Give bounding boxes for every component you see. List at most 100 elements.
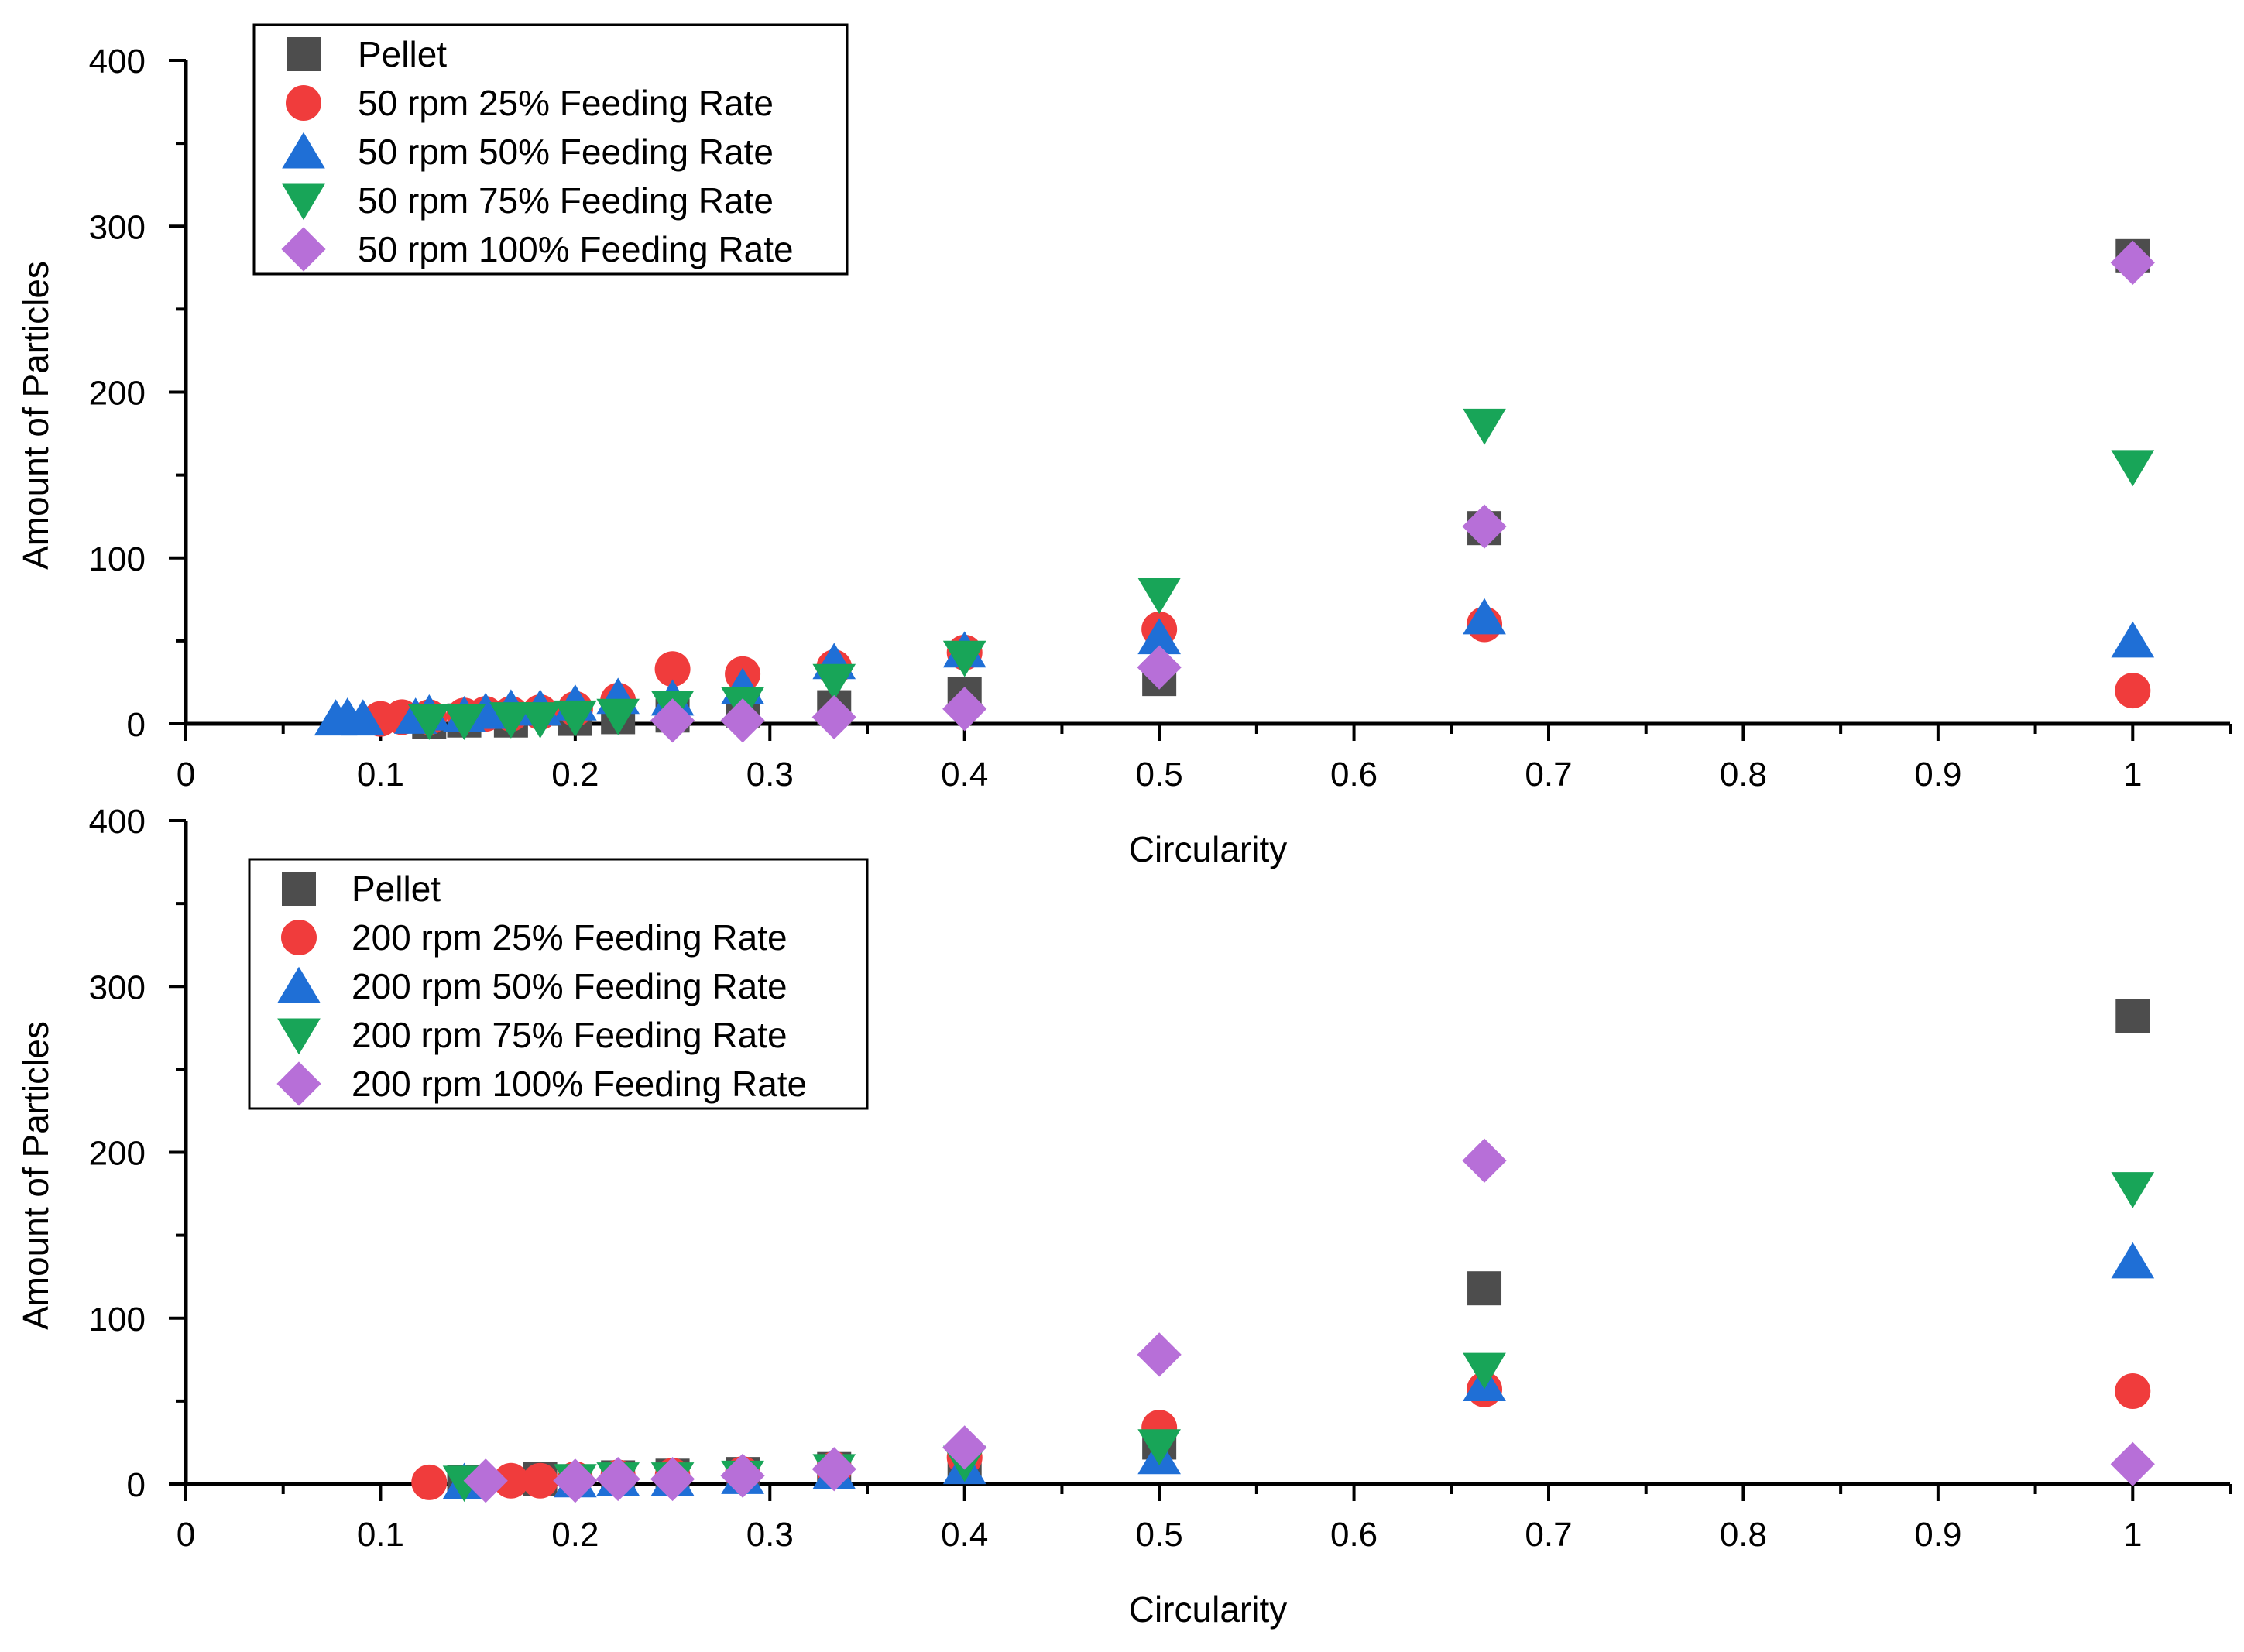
y-axis-label: Amount of Particles	[15, 261, 56, 570]
x-tick-label: 1	[2123, 1516, 2142, 1554]
legend-entry-label: Pellet	[358, 34, 447, 74]
data-point	[1137, 578, 1181, 615]
legend-marker	[277, 1018, 321, 1055]
x-tick-label: 0.6	[1330, 1516, 1378, 1554]
x-tick-label: 0.1	[357, 756, 404, 793]
data-point	[2110, 240, 2155, 285]
legend-entry-label: 200 rpm 25% Feeding Rate	[352, 917, 787, 958]
legend-entry-label: 50 rpm 75% Feeding Rate	[358, 180, 774, 221]
data-point	[2111, 1172, 2155, 1208]
x-axis-label: Circularity	[1129, 1589, 1287, 1630]
data-point	[1463, 598, 1506, 635]
legend-entry-label: 200 rpm 75% Feeding Rate	[352, 1015, 787, 1055]
x-tick-label: 0.6	[1330, 756, 1378, 793]
x-tick-label: 1	[2123, 756, 2142, 793]
data-point	[811, 1447, 856, 1492]
data-point	[2111, 1242, 2155, 1279]
data-point	[812, 663, 856, 701]
data-point	[553, 1458, 598, 1503]
data-point	[811, 694, 856, 740]
data-point	[1137, 645, 1182, 690]
y-tick-label: 100	[89, 540, 146, 578]
data-point	[1467, 1271, 1502, 1306]
data-point	[1137, 618, 1181, 655]
data-point	[442, 704, 486, 741]
x-tick-label: 0.1	[357, 1516, 404, 1554]
y-tick-label: 300	[89, 968, 146, 1006]
data-point	[942, 687, 987, 732]
x-tick-label: 0.2	[551, 1516, 599, 1554]
legend-entry-label: 50 rpm 25% Feeding Rate	[358, 83, 774, 123]
legend-entry-label: 200 rpm 100% Feeding Rate	[352, 1064, 807, 1104]
data-point	[654, 651, 691, 687]
data-point	[650, 1456, 695, 1502]
data-point	[492, 1462, 529, 1499]
data-point	[554, 700, 597, 737]
x-tick-label: 0.9	[1914, 1516, 1961, 1554]
data-point	[463, 1458, 508, 1503]
legend-marker	[281, 920, 317, 955]
y-axis-label: Amount of Particles	[15, 1021, 56, 1330]
legend-box	[252, 23, 849, 276]
data-point	[518, 702, 562, 739]
y-tick-label: 300	[89, 208, 146, 246]
legend-marker	[282, 872, 316, 906]
y-tick-label: 100	[89, 1301, 146, 1338]
legend-box	[248, 858, 869, 1110]
data-point	[2115, 673, 2151, 709]
x-tick-label: 0.4	[941, 756, 988, 793]
data-point	[1463, 1352, 1506, 1390]
x-tick-label: 0	[177, 1516, 195, 1554]
data-point	[2111, 450, 2155, 487]
x-tick-label: 0.5	[1136, 1516, 1183, 1554]
data-point	[1137, 1429, 1181, 1466]
data-point	[2115, 1373, 2151, 1410]
x-tick-label: 0.2	[551, 756, 599, 793]
data-point	[411, 1464, 448, 1500]
data-point	[1137, 1332, 1182, 1377]
data-point	[341, 699, 385, 736]
data-point	[1462, 504, 1507, 549]
x-tick-label: 0.5	[1136, 756, 1183, 793]
x-tick-label: 0.3	[746, 756, 794, 793]
legend-entry-label: Pellet	[352, 869, 441, 909]
x-tick-label: 0.8	[1720, 756, 1767, 793]
y-tick-label: 200	[89, 375, 146, 413]
legend-entry-label: 50 rpm 50% Feeding Rate	[358, 132, 774, 172]
data-point	[407, 704, 451, 741]
series-4	[650, 240, 2155, 743]
top-chart: 0 0.1 0.2 0.3 0.4 0.5 0.6 0.7 0.8 0.9 1 0 100 200 300 4…	[15, 23, 2232, 869]
legend-marker	[287, 37, 321, 71]
legend-entry-label: 50 rpm 100% Feeding Rate	[358, 229, 794, 269]
legend-marker	[286, 85, 321, 121]
legend-marker	[282, 132, 325, 169]
x-axis-label: Circularity	[1129, 829, 1287, 869]
data-point	[522, 1462, 558, 1499]
x-tick-label: 0	[177, 756, 195, 793]
data-point	[489, 702, 533, 739]
data-point	[595, 1456, 640, 1502]
x-tick-label: 0.8	[1720, 1516, 1767, 1554]
x-tick-label: 0.7	[1525, 1516, 1572, 1554]
legend-marker	[277, 966, 321, 1003]
legend-marker	[276, 1061, 321, 1106]
bottom-chart: 0 0.1 0.2 0.3 0.4 0.5 0.6 0.7 0.8 0.9 1 0 100 200 300 4…	[15, 803, 2232, 1630]
x-tick-label: 0.3	[746, 1516, 794, 1554]
data-point	[720, 698, 765, 743]
data-point	[650, 698, 695, 743]
legend-marker	[281, 227, 326, 272]
data-point	[1462, 1138, 1507, 1183]
data-point	[2110, 1441, 2155, 1486]
data-point	[942, 640, 986, 677]
x-tick-label: 0.7	[1525, 756, 1572, 793]
data-point	[1463, 408, 1506, 445]
legend-entry-label: 200 rpm 50% Feeding Rate	[352, 966, 787, 1006]
x-tick-label: 0.9	[1914, 756, 1961, 793]
y-tick-label: 200	[89, 1135, 146, 1173]
y-tick-label: 400	[89, 803, 146, 841]
y-tick-label: 0	[127, 1466, 146, 1504]
data-point	[596, 698, 640, 735]
x-tick-label: 0.4	[941, 1516, 988, 1554]
data-point	[942, 1425, 987, 1470]
